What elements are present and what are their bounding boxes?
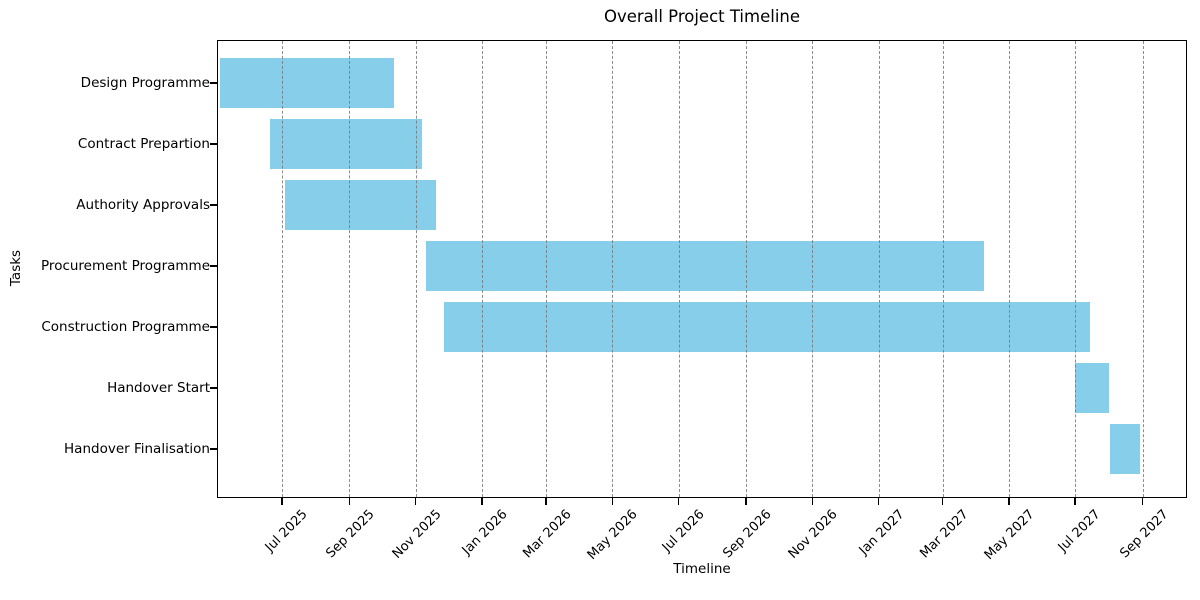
gantt-bar xyxy=(425,241,984,291)
gantt-bar xyxy=(1075,363,1109,413)
x-tick-mark xyxy=(1074,498,1076,505)
gridline-may-2026 xyxy=(612,41,614,497)
task-label: Procurement Programme xyxy=(41,258,210,274)
task-label: Construction Programme xyxy=(41,319,210,335)
x-tick-mark xyxy=(348,498,351,505)
x-tick-mark xyxy=(545,498,547,505)
y-tick-mark xyxy=(210,448,217,450)
gridline-nov-2026 xyxy=(812,41,814,497)
gantt-bar xyxy=(1109,424,1141,474)
gridline-jul-2027 xyxy=(1075,41,1077,497)
x-tick-mark xyxy=(745,498,747,505)
x-tick-label: May 2026 xyxy=(585,507,641,563)
chart-title: Overall Project Timeline xyxy=(603,7,801,26)
gridline-sep-2027 xyxy=(1142,41,1144,497)
x-tick-label: May 2027 xyxy=(981,507,1038,563)
x-tick-label: Nov 2026 xyxy=(786,507,841,562)
y-tick-mark xyxy=(210,143,217,145)
task-label: Authority Approvals xyxy=(76,197,210,213)
gridline-nov-2025 xyxy=(415,41,417,497)
y-tick-mark xyxy=(210,82,217,84)
gantt-bar xyxy=(270,119,423,169)
gridline-sep-2026 xyxy=(746,41,747,497)
plot-area xyxy=(210,40,1187,505)
gridline-jul-2025 xyxy=(282,41,284,497)
task-label: Contract Prepartion xyxy=(77,136,210,152)
task-label: Handover Finalisation xyxy=(64,441,210,457)
y-tick-mark xyxy=(210,204,217,206)
y-tick-mark xyxy=(210,387,217,389)
x-tick-label: Mar 2027 xyxy=(916,507,972,562)
x-tick-mark xyxy=(877,498,880,505)
y-tick-mark xyxy=(210,265,217,267)
x-tick-label: Sep 2025 xyxy=(323,507,379,562)
x-tick-label: Mar 2026 xyxy=(520,507,575,562)
x-tick-mark xyxy=(811,498,813,505)
x-tick-mark xyxy=(611,498,614,505)
x-tick-mark xyxy=(415,498,417,505)
gridline-jul-2026 xyxy=(678,41,680,497)
x-tick-label: Jul 2027 xyxy=(1055,507,1104,556)
gridline-jan-2026 xyxy=(482,41,483,497)
x-tick-mark xyxy=(281,498,283,505)
x-tick-mark xyxy=(1141,498,1144,505)
gridline-mar-2027 xyxy=(942,41,944,497)
task-label: Design Programme xyxy=(80,75,210,91)
x-tick-mark xyxy=(481,498,483,505)
y-tick-mark xyxy=(210,326,217,328)
x-tick-label: Sep 2026 xyxy=(720,507,775,562)
gridline-mar-2026 xyxy=(546,41,548,497)
x-tick-label: Jan 2026 xyxy=(459,507,511,559)
gridline-sep-2025 xyxy=(349,41,351,497)
x-tick-label: Jul 2026 xyxy=(659,507,708,556)
x-tick-label: Jul 2025 xyxy=(262,507,311,556)
x-axis-label: Timeline xyxy=(673,561,731,577)
x-tick-mark xyxy=(1008,498,1010,505)
x-tick-mark xyxy=(941,498,944,505)
x-tick-label: Jan 2027 xyxy=(856,507,908,559)
gridline-may-2027 xyxy=(1008,41,1010,497)
x-tick-label: Nov 2025 xyxy=(389,507,445,562)
gantt-bar xyxy=(220,58,394,108)
gantt-bar xyxy=(285,180,437,230)
x-tick-label: Sep 2027 xyxy=(1116,507,1172,562)
x-tick-mark xyxy=(677,498,680,505)
gantt-bar xyxy=(443,302,1091,352)
gridline-jan-2027 xyxy=(878,41,880,497)
task-label: Handover Start xyxy=(107,380,210,396)
